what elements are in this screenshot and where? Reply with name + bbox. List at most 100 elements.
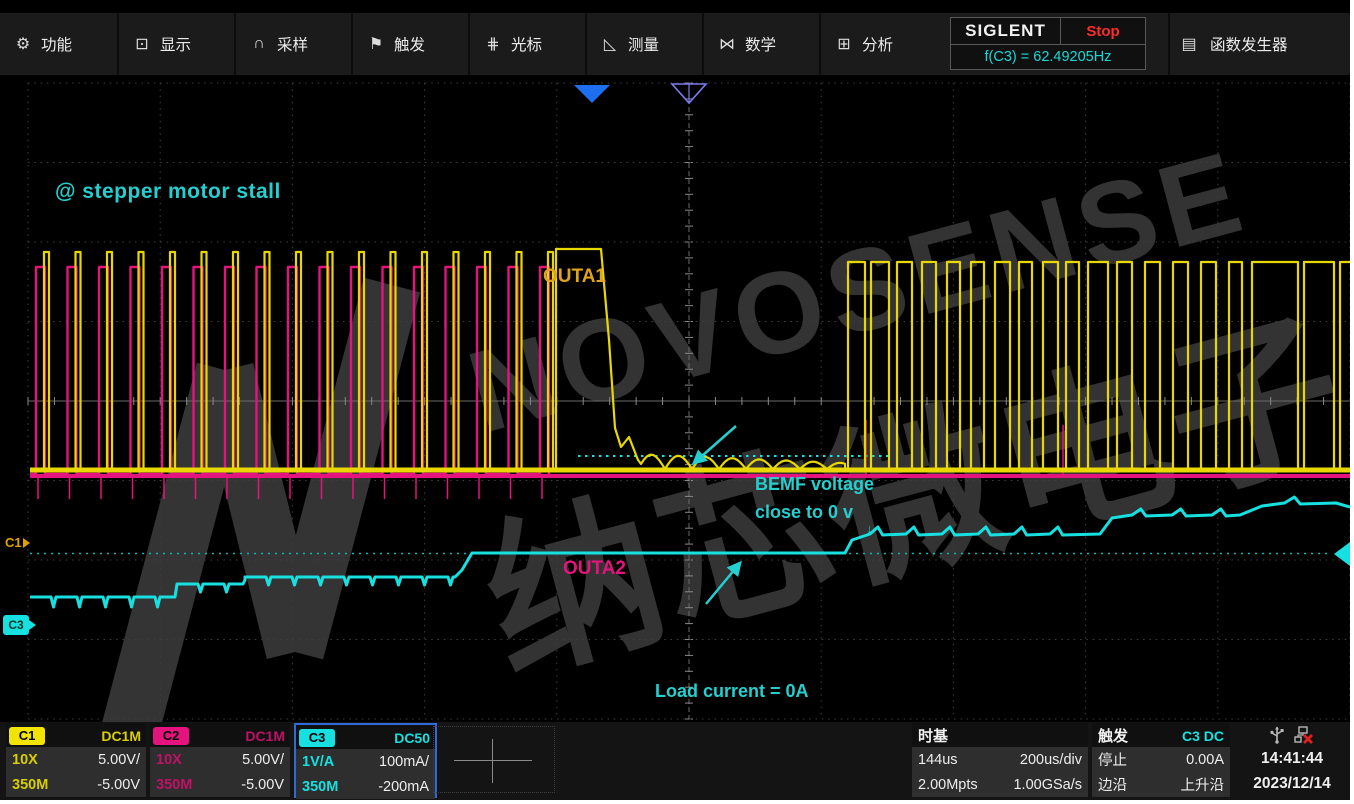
- math-icon: ⋈: [719, 36, 735, 53]
- clock-date: 2023/12/14: [1253, 774, 1331, 792]
- channel2-box[interactable]: C2 DC1M 10X 5.00V/ 350M -5.00V: [150, 723, 290, 798]
- channel1-coupling: DC1M: [101, 727, 141, 744]
- watermark-logo-layer: [102, 277, 421, 722]
- trigger-source: C3 DC: [1181, 727, 1224, 744]
- watermark-chinese: 纳芯微电子: [466, 290, 1350, 704]
- channel1-badge: C1: [9, 726, 45, 745]
- menu-item-cursors[interactable]: ⋕ 光标: [468, 13, 585, 75]
- trigger-level: 0.00A: [1186, 751, 1224, 768]
- channel2-probe: 10X: [156, 751, 182, 768]
- channel3-bandwidth: 350M: [302, 778, 339, 795]
- load-annotation-arrow: [705, 560, 742, 605]
- channel2-badge: C2: [153, 726, 189, 745]
- timebase-samplerate: 1.00GSa/s: [1013, 776, 1082, 793]
- run-state[interactable]: Stop: [1061, 18, 1145, 45]
- channel1-bandwidth: 350M: [12, 776, 49, 793]
- channel1-scale: 5.00V/: [98, 751, 140, 768]
- timebase-box[interactable]: 时基 144us 200us/div 2.00Mpts 1.00GSa/s: [912, 723, 1088, 797]
- menu-item-math[interactable]: ⋈ 数学: [702, 13, 819, 75]
- empty-channel-slot[interactable]: [433, 726, 555, 793]
- annotation-bemf-line1: BEMF voltage: [755, 474, 875, 494]
- measurement-readout: f(C3) = 62.49205Hz: [984, 49, 1112, 65]
- menu-item-measure[interactable]: ◺ 测量: [585, 13, 702, 75]
- annotation-load-current: Load current = 0A: [655, 681, 809, 701]
- cursors-icon: ⋕: [486, 36, 500, 53]
- annotation-down-arrow: ↓: [866, 521, 873, 536]
- clock-time: 14:41:44: [1260, 749, 1324, 767]
- channel1-offset: -5.00V: [97, 776, 140, 793]
- menu-label: 显示: [160, 37, 192, 54]
- trigger-position-marker[interactable]: [670, 83, 708, 105]
- channel3-position-marker[interactable]: C3: [3, 615, 36, 635]
- graticule-and-traces: [27, 82, 1350, 720]
- trace-c3-trace: [30, 495, 1350, 609]
- trigger-label: 触发: [1098, 728, 1129, 745]
- trigger-type: 边沿: [1098, 778, 1127, 794]
- list-icon: ▤: [1181, 36, 1197, 53]
- menu-item-analysis[interactable]: ⊞ 分析: [819, 13, 936, 75]
- channel2-bandwidth: 350M: [156, 776, 193, 793]
- trace-c2-pulses: [30, 265, 551, 476]
- trace-c2-spikes: [865, 420, 1064, 474]
- trigger-delay-marker[interactable]: [574, 85, 610, 103]
- timebase-label: 时基: [918, 728, 949, 745]
- channel2-scale: 5.00V/: [242, 751, 284, 768]
- menu-label: 触发: [394, 37, 426, 54]
- menu-item-function-generator[interactable]: ▤ 函数发生器: [1168, 13, 1298, 75]
- menu-label: 数学: [745, 37, 777, 54]
- trace-c2-ticks: [37, 478, 543, 499]
- timebase-points: 2.00Mpts: [918, 776, 978, 793]
- channel3-offset: -200mA: [378, 778, 429, 795]
- channel3-badge: C3: [299, 728, 335, 747]
- bemf-annotation-arrow: [691, 425, 737, 465]
- channel1-position-marker[interactable]: C1: [5, 535, 30, 550]
- trigger-box[interactable]: 触发 C3 DC 停止 0.00A 边沿 上升沿: [1092, 723, 1230, 797]
- trace-c1-trace: [30, 247, 1350, 472]
- menu-label: 光标: [511, 37, 543, 54]
- plus-icon: [454, 760, 532, 761]
- menu-label: 采样: [277, 37, 309, 54]
- trace-layer: [30, 247, 1350, 609]
- annotation-title: @ stepper motor stall: [55, 180, 281, 203]
- trigger-level-marker[interactable]: [1334, 542, 1350, 566]
- channel1-box[interactable]: C1 DC1M 10X 5.00V/ 350M -5.00V: [6, 723, 146, 798]
- grid-layer: [27, 82, 1350, 720]
- marker-layer: [574, 83, 1350, 605]
- watermark-n-logo: [102, 277, 421, 722]
- right-arrow-icon: [22, 537, 30, 548]
- menu-item-utility[interactable]: ⚙ 功能: [0, 13, 117, 75]
- channel2-offset: -5.00V: [241, 776, 284, 793]
- measure-icon: ◺: [603, 36, 617, 53]
- channel3-box[interactable]: C3 DC50 1V/A 100mA/ 350M -200mA: [294, 723, 437, 799]
- annotation-outa2: OUTA2: [563, 558, 626, 579]
- gear-icon: ⚙: [15, 36, 31, 53]
- right-arrow-icon: [29, 620, 36, 630]
- timebase-scale: 200us/div: [1019, 751, 1082, 768]
- menu-label: 功能: [41, 37, 73, 54]
- channel1-probe: 10X: [12, 751, 38, 768]
- waveform-display: NOVOSENSE 纳芯微电子 @ stepper motor stall: [0, 75, 1350, 722]
- logo-status-box: SIGLENT Stop f(C3) = 62.49205Hz: [950, 17, 1146, 70]
- channel2-coupling: DC1M: [245, 727, 285, 744]
- annotation-bemf-line2: close to 0 v: [755, 502, 854, 522]
- menu-label: 函数发生器: [1210, 37, 1288, 54]
- trigger-slope: 上升沿: [1180, 778, 1225, 794]
- channel3-coupling: DC50: [394, 729, 430, 746]
- status-bar: C1 DC1M 10X 5.00V/ 350M -5.00V C2 DC1M 10X…: [0, 722, 1350, 800]
- lan-disconnected-icon: [1294, 725, 1313, 744]
- menu-item-acquire[interactable]: ∩ 采样: [234, 13, 351, 75]
- menu-item-display[interactable]: ⊡ 显示: [117, 13, 234, 75]
- analysis-icon: ⊞: [837, 36, 851, 53]
- trigger-mode: 停止: [1098, 753, 1127, 769]
- menu-bar: ⚙ 功能 ⊡ 显示 ∩ 采样 ⚑ 触发 ⋕ 光标 ◺ 测量 ⋈ 数学 ⊞ 分析: [0, 13, 1350, 75]
- menu-item-trigger[interactable]: ⚑ 触发: [351, 13, 468, 75]
- watermark-novosense: NOVOSENSE: [455, 125, 1260, 458]
- siglent-logo: SIGLENT: [951, 18, 1061, 45]
- annotation-outa1: OUTA1: [543, 266, 606, 287]
- channel3-scale: 100mA/: [379, 753, 429, 770]
- menu-label: 测量: [628, 37, 660, 54]
- usb-icon: [1270, 726, 1284, 744]
- display-icon: ⊡: [135, 36, 149, 53]
- system-info: 14:41:44 2023/12/14: [1236, 723, 1348, 796]
